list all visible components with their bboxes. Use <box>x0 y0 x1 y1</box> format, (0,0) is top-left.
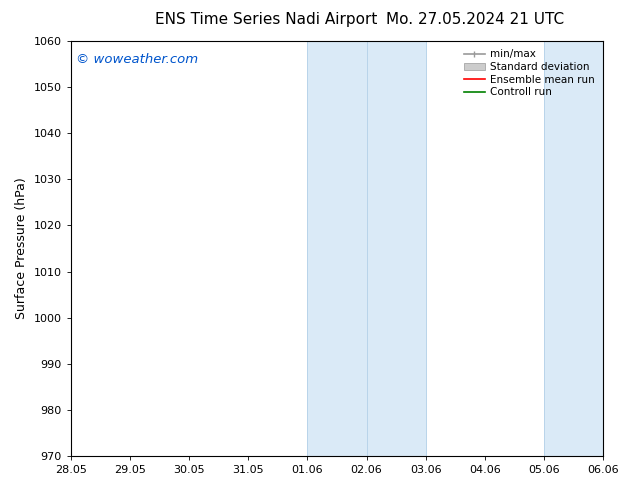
Bar <box>544 41 603 456</box>
Text: ENS Time Series Nadi Airport: ENS Time Series Nadi Airport <box>155 12 377 27</box>
Text: © woweather.com: © woweather.com <box>76 53 198 67</box>
Bar <box>307 41 425 456</box>
Legend: min/max, Standard deviation, Ensemble mean run, Controll run: min/max, Standard deviation, Ensemble me… <box>461 46 598 100</box>
Text: Mo. 27.05.2024 21 UTC: Mo. 27.05.2024 21 UTC <box>387 12 564 27</box>
Y-axis label: Surface Pressure (hPa): Surface Pressure (hPa) <box>15 178 28 319</box>
